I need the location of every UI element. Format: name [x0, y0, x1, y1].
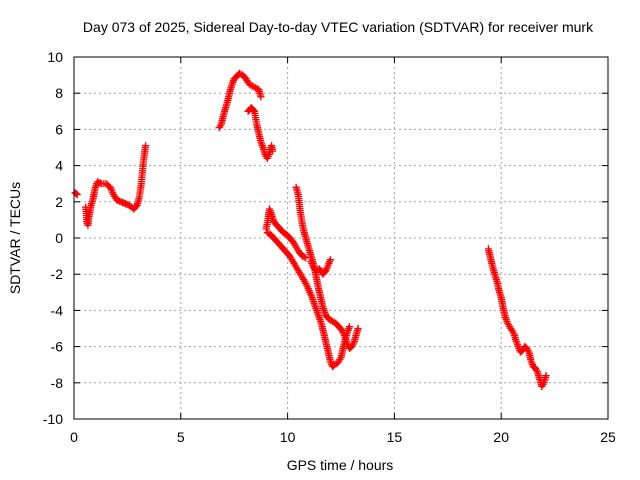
- y-tick-label: 8: [55, 85, 63, 101]
- data-point: [249, 106, 257, 114]
- y-tick-label: -8: [51, 375, 64, 391]
- y-tick-label: -2: [51, 266, 64, 282]
- data-point: [345, 323, 354, 331]
- y-axis-label: SDTVAR / TECUs: [7, 182, 23, 294]
- x-tick-label: 15: [387, 429, 403, 445]
- x-tick-label: 25: [600, 429, 616, 445]
- y-tick-label: 4: [55, 158, 63, 174]
- x-tick-label: 20: [493, 429, 509, 445]
- x-tick-label: 0: [70, 429, 78, 445]
- data-point: [542, 372, 550, 380]
- data-point: [269, 147, 277, 155]
- y-tick-label: -6: [51, 339, 64, 355]
- data-point: [326, 256, 334, 264]
- plot-frame: [73, 56, 609, 420]
- data-points: [71, 69, 550, 390]
- y-tick-label: -4: [51, 302, 64, 318]
- data-point: [258, 142, 266, 150]
- data-point: [300, 253, 308, 261]
- chart-title: Day 073 of 2025, Sidereal Day-to-day VTE…: [83, 19, 594, 35]
- y-tick-label: 2: [55, 194, 63, 210]
- data-point: [354, 324, 362, 333]
- y-tick-label: -10: [43, 411, 63, 427]
- y-tick-labels: -10 -8 -6 -4 -2 0 2 4 6 8 10: [43, 49, 63, 427]
- y-tick-label: 10: [47, 49, 63, 65]
- x-tick-labels: 0 5 10 15 20 25: [70, 429, 616, 445]
- x-tick-label: 10: [280, 429, 296, 445]
- x-axis-label: GPS time / hours: [287, 457, 394, 473]
- x-tick-label: 5: [177, 429, 185, 445]
- y-tick-label: 6: [55, 121, 63, 137]
- grid-lines: [74, 57, 608, 419]
- data-point: [142, 142, 150, 150]
- data-point: [73, 191, 81, 199]
- y-tick-label: 0: [55, 230, 63, 246]
- data-point: [257, 93, 265, 101]
